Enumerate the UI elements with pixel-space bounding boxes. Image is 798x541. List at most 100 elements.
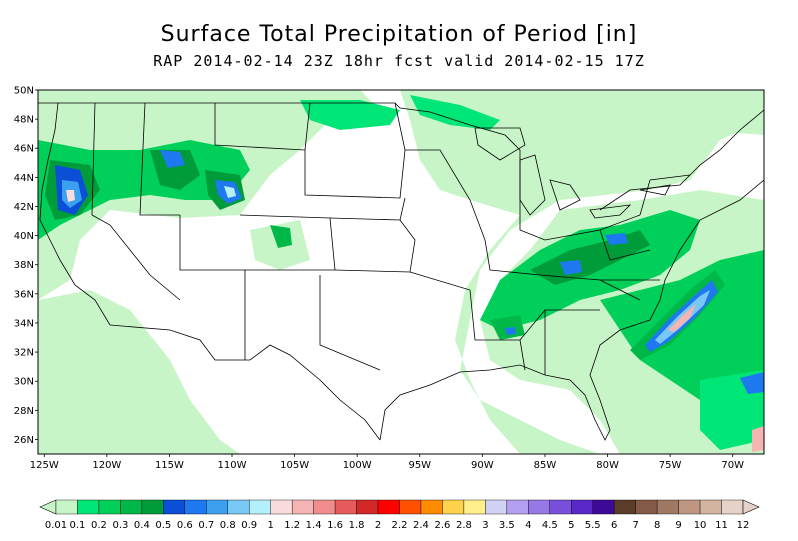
latitude-axis: 50N 48N 46N 44N 42N 40N 38N 36N 34N 32N 30N 28N 26N <box>14 86 38 446</box>
colorbar-label: 9 <box>675 520 681 531</box>
colorbar-left-arrow <box>39 499 57 515</box>
colorbar-label: 8 <box>654 520 660 531</box>
colorbar-swatch <box>635 499 658 515</box>
precipitation-field <box>38 90 764 454</box>
colorbar-label: 10 <box>694 520 707 531</box>
map-border <box>37 89 765 455</box>
colorbar-swatch <box>678 499 701 515</box>
colorbar-label: 5.5 <box>585 520 601 531</box>
colorbar-labels: 0.01 0.1 0.2 0.3 0.4 0.5 0.6 0.7 0.8 0.9 1 1.2 1.4 1.… <box>45 520 750 531</box>
longitude-axis: 125W 120W 115W 110W 105W 100W 95W 90W 85W 80W 75W 7… <box>30 454 744 471</box>
colorbar-label: 0.01 <box>45 520 67 531</box>
lon-label: 75W <box>659 460 682 471</box>
colorbar-swatch <box>377 499 400 515</box>
colorbar-swatch <box>184 499 207 515</box>
lon-label: 105W <box>280 460 309 471</box>
colorbar-label: 3 <box>482 520 488 531</box>
colorbar-swatch <box>120 499 143 515</box>
colorbar-swatch <box>485 499 508 515</box>
colorbar-swatch <box>141 499 164 515</box>
map-title: Surface Total Precipitation of Period [i… <box>160 22 638 47</box>
state-borders <box>38 102 764 441</box>
colorbar-label: 1.8 <box>349 520 365 531</box>
colorbar-swatch <box>699 499 722 515</box>
colorbar-label: 0.1 <box>70 520 86 531</box>
lat-label: 46N <box>14 144 34 155</box>
lat-label: 36N <box>14 289 34 300</box>
colorbar-label: 0.2 <box>91 520 107 531</box>
colorbar-label: 7 <box>632 520 638 531</box>
colorbar-swatch <box>399 499 422 515</box>
lon-label: 100W <box>343 460 372 471</box>
colorbar-label: 2.6 <box>434 520 450 531</box>
colorbar-label: 1.4 <box>306 520 322 531</box>
lon-label: 110W <box>218 460 247 471</box>
lon-label: 90W <box>471 460 494 471</box>
colorbar-swatch <box>463 499 486 515</box>
colorbar-swatch <box>613 499 636 515</box>
colorbar-right-arrow <box>742 499 760 515</box>
colorbar-label: 2.4 <box>413 520 429 531</box>
colorbar-label: 0.3 <box>112 520 128 531</box>
lat-label: 38N <box>14 260 34 271</box>
colorbar-label: 0.4 <box>134 520 150 531</box>
colorbar-label: 1 <box>268 520 274 531</box>
colorbar-swatch <box>227 499 250 515</box>
colorbar-swatch <box>442 499 465 515</box>
colorbar-label: 5 <box>568 520 574 531</box>
colorbar-swatch <box>334 499 357 515</box>
lat-label: 48N <box>14 115 34 126</box>
lat-label: 40N <box>14 231 34 242</box>
colorbar-label: 1.2 <box>284 520 300 531</box>
lon-label: 70W <box>721 460 744 471</box>
colorbar-label: 11 <box>715 520 728 531</box>
colorbar-swatch <box>656 499 679 515</box>
colorbar-swatch <box>528 499 550 515</box>
lat-label: 28N <box>14 406 34 417</box>
lat-label: 30N <box>14 377 34 388</box>
lat-label: 26N <box>14 435 34 446</box>
lat-label: 44N <box>14 173 34 184</box>
colorbar-label: 2 <box>375 520 381 531</box>
colorbar-swatch <box>270 499 293 515</box>
colorbar-swatch <box>206 499 228 515</box>
colorbar-label: 2.2 <box>392 520 408 531</box>
colorbar-label: 0.5 <box>155 520 171 531</box>
colorbar-swatch <box>291 499 314 515</box>
colorbar-label: 12 <box>737 520 750 531</box>
colorbar-swatch <box>163 499 186 515</box>
lat-label: 34N <box>14 318 34 329</box>
colorbar-swatch <box>77 499 100 515</box>
colorbar-label: 0.7 <box>198 520 214 531</box>
colorbar-label: 1.6 <box>327 520 343 531</box>
colorbar <box>39 499 760 515</box>
lon-label: 120W <box>92 460 121 471</box>
colorbar-label: 0.9 <box>241 520 257 531</box>
colorbar-swatch <box>506 499 529 515</box>
colorbar-label: 0.6 <box>177 520 193 531</box>
colorbar-label: 2.8 <box>456 520 472 531</box>
lat-label: 32N <box>14 348 34 359</box>
colorbar-label: 4.5 <box>542 520 558 531</box>
colorbar-swatch <box>55 499 78 515</box>
lon-label: 80W <box>596 460 619 471</box>
colorbar-swatch <box>420 499 443 515</box>
lat-label: 42N <box>14 202 34 213</box>
colorbar-swatch <box>356 499 379 515</box>
colorbar-swatch <box>592 499 615 515</box>
lat-label: 50N <box>14 86 34 97</box>
colorbar-swatch <box>313 499 336 515</box>
lon-label: 85W <box>534 460 557 471</box>
lon-label: 115W <box>155 460 184 471</box>
lon-label: 125W <box>30 460 59 471</box>
colorbar-label: 0.8 <box>220 520 236 531</box>
colorbar-label: 6 <box>611 520 617 531</box>
map-subtitle: RAP 2014-02-14 23Z 18hr fcst valid 2014-… <box>153 52 645 70</box>
colorbar-label: 4 <box>525 520 531 531</box>
colorbar-swatch <box>549 499 572 515</box>
colorbar-swatch <box>571 499 593 515</box>
colorbar-swatch <box>98 499 121 515</box>
colorbar-label: 3.5 <box>499 520 515 531</box>
lon-label: 95W <box>408 460 431 471</box>
